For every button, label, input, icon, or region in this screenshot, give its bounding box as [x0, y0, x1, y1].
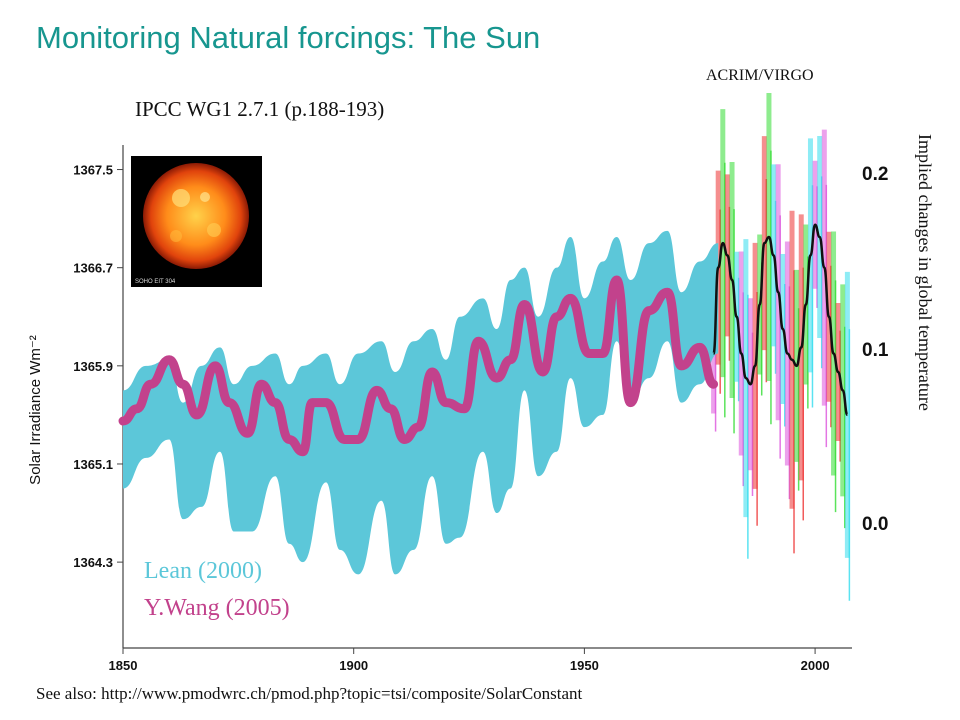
footer-link[interactable]: See also: http://www.pmodwrc.ch/pmod.php… [36, 684, 583, 703]
y-tick-label: 1367.5 [73, 163, 113, 178]
right-axis-tick-0.0: 0.0 [862, 514, 889, 535]
right-axis-tick-0.2: 0.2 [862, 164, 889, 185]
legend: Lean (2000) Y.Wang (2005) [144, 558, 290, 621]
right-axis-tick-0.1: 0.1 [862, 340, 889, 361]
wang-line [118, 275, 719, 457]
acrim-virgo-label: ACRIM/VIRGO [706, 67, 814, 84]
legend-wang: Y.Wang (2005) [144, 595, 290, 621]
y-tick-label: 1364.3 [73, 555, 113, 570]
slide-title: Monitoring Natural forcings: The Sun [36, 20, 541, 55]
wang-line-layer [118, 275, 719, 457]
sun-image: SOHO EIT 304 [131, 156, 262, 287]
observation-band [711, 93, 851, 601]
source-reference: IPCC WG1 2.7.1 (p.188-193) [135, 97, 385, 121]
y-axis-label: Solar Irradiance Wm⁻² [27, 335, 44, 485]
x-tick-label: 1900 [339, 658, 368, 673]
y-tick-label: 1366.7 [73, 261, 113, 276]
x-tick-label: 2000 [801, 658, 830, 673]
sun-caption: SOHO EIT 304 [135, 279, 176, 285]
x-tick-label: 1850 [109, 658, 138, 673]
y-tick-label: 1365.9 [73, 359, 113, 374]
y-tick-label: 1365.1 [73, 457, 113, 472]
acrim-line [712, 223, 849, 417]
acrim-line-layer [712, 223, 849, 417]
legend-lean: Lean (2000) [144, 558, 262, 584]
x-tick-label: 1950 [570, 658, 599, 673]
y-axis-ticks: 1364.3 1365.1 1365.9 1366.7 1367.5 [73, 163, 123, 570]
x-axis-ticks: 1850 1900 1950 2000 [109, 648, 830, 673]
right-axis-title: Implied changes in global temperature [915, 134, 935, 411]
